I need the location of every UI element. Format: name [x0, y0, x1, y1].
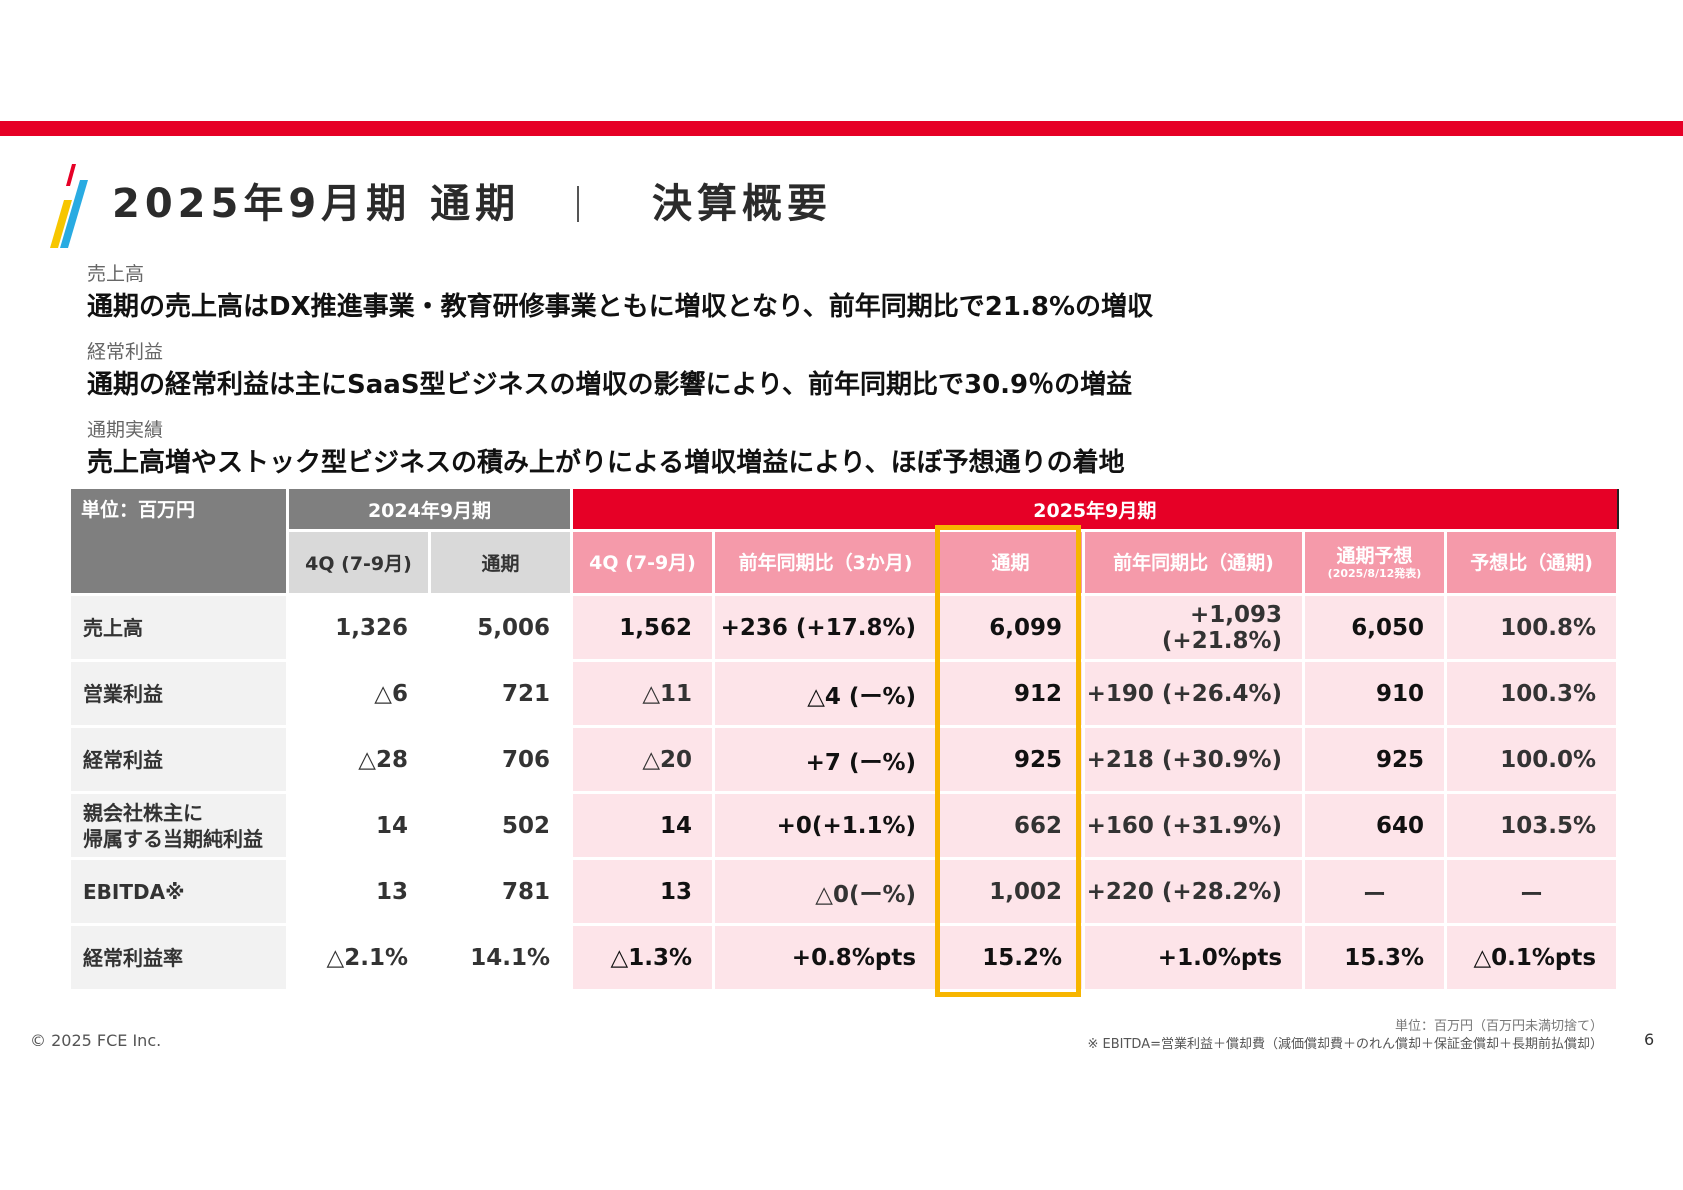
table-cell: 662 — [936, 791, 1086, 860]
table-cell: +160 (+31.9%) — [1082, 791, 1306, 860]
row-label: 売上高 — [68, 593, 289, 662]
forecast-date: (2025/8/12発表) — [1327, 566, 1422, 580]
table-cell: 6,050 — [1302, 593, 1448, 662]
col-header-2024-4q: 4Q (7-9月) — [286, 529, 431, 596]
table-cell: +0.8%pts — [712, 923, 940, 992]
table-cell: ー — [1302, 857, 1448, 926]
col-header-yoy-3m: 前年同期比（3か月) — [712, 529, 940, 596]
table-cell: 14.1% — [427, 923, 574, 992]
summary-text: 通期の経常利益は主にSaaS型ビジネスの増収の影響により、前年同期比で30.9％… — [87, 370, 1133, 400]
table-cell: 13 — [570, 857, 716, 926]
copyright: © 2025 FCE Inc. — [30, 1031, 162, 1050]
table-cell: △20 — [570, 725, 716, 794]
table-cell: 781 — [427, 857, 574, 926]
table-row: 経常利益率 △2.1% 14.1% △1.3% +0.8%pts 15.2% +… — [68, 923, 1620, 992]
top-accent-bar — [0, 121, 1683, 136]
table-cell: +220 (+28.2%) — [1082, 857, 1306, 926]
row-label: 親会社株主に 帰属する当期純利益 — [68, 791, 289, 860]
forecast-label: 通期予想 — [1336, 544, 1413, 567]
table-cell: 502 — [427, 791, 574, 860]
table-cell: 706 — [427, 725, 574, 794]
table-cell: 5,006 — [427, 593, 574, 662]
table-row: 経常利益 △28 706 △20 +7 (ー%) 925 +218 (+30.9… — [68, 725, 1620, 794]
table-cell: △6 — [286, 659, 431, 728]
table-cell: △2.1% — [286, 923, 431, 992]
table-cell: 14 — [570, 791, 716, 860]
table-cell: 13 — [286, 857, 431, 926]
page-title: 2025年9月期 通期 — [112, 181, 521, 227]
table-cell: +236 (+17.8%) — [712, 593, 940, 662]
table-row: 親会社株主に 帰属する当期純利益 14 502 14 +0(+1.1%) 662 … — [68, 791, 1620, 860]
col-header-2025-full-year: 通期 — [936, 529, 1086, 596]
col-header-yoy-full-year: 前年同期比（通期) — [1082, 529, 1306, 596]
summary-sales: 売上高 通期の売上高はDX推進事業・教育研修事業ともに増収となり、前年同期比で2… — [87, 262, 1153, 324]
row-label: 経常利益 — [68, 725, 289, 794]
table-cell: +1,093 (+21.8%) — [1082, 593, 1306, 662]
table-row: 売上高 1,326 5,006 1,562 +236 (+17.8%) 6,09… — [68, 593, 1620, 662]
summary-label: 売上高 — [87, 263, 145, 285]
table-cell: △4 (ー%) — [712, 659, 940, 728]
row-label: 経常利益率 — [68, 923, 289, 992]
company-logo-icon — [50, 164, 88, 248]
table-cell: ー — [1444, 857, 1620, 926]
table-row: 営業利益 △6 721 △11 △4 (ー%) 912 +190 (+26.4%… — [68, 659, 1620, 728]
table-cell: △11 — [570, 659, 716, 728]
summary-ordinary-profit: 経常利益 通期の経常利益は主にSaaS型ビジネスの増収の影響により、前年同期比で… — [87, 340, 1132, 402]
table-cell: 15.2% — [936, 923, 1086, 992]
table-cell: 100.8% — [1444, 593, 1620, 662]
col-header-forecast: 通期予想 (2025/8/12発表) — [1302, 529, 1448, 596]
unit-label: 単位：百万円 — [68, 486, 289, 596]
table-cell: 910 — [1302, 659, 1448, 728]
financial-summary-table: 単位：百万円 2024年9月期 2025年9月期 4Q (7-9月) 通期 4Q… — [68, 486, 1620, 992]
row-label: 営業利益 — [68, 659, 289, 728]
table-cell: +0(+1.1%) — [712, 791, 940, 860]
col-header-vs-forecast: 予想比（通期) — [1444, 529, 1620, 596]
col-header-2025-4q: 4Q (7-9月) — [570, 529, 716, 596]
summary-label: 通期実績 — [87, 419, 164, 441]
table-cell: 100.0% — [1444, 725, 1620, 794]
summary-full-year: 通期実績 売上高増やストック型ビジネスの積み上がりによる増収増益により、ほぼ予想… — [87, 418, 1125, 480]
table-cell: 1,326 — [286, 593, 431, 662]
header-fy2025: 2025年9月期 — [570, 486, 1619, 532]
table-cell: +190 (+26.4%) — [1082, 659, 1306, 728]
table-cell: +1.0%pts — [1082, 923, 1306, 992]
full-year-highlight-box — [935, 525, 1081, 997]
table-cell: +7 (ー%) — [712, 725, 940, 794]
table-row: EBITDA※ 13 781 13 △0(ー%) 1,002 +220 (+28… — [68, 857, 1620, 926]
table-cell: 103.5% — [1444, 791, 1620, 860]
col-header-2024-full-year: 通期 — [427, 529, 574, 596]
unit-note: 単位：百万円（百万円未満切捨て） — [1394, 1019, 1603, 1034]
table-cell: +218 (+30.9%) — [1082, 725, 1306, 794]
table-cell: △28 — [286, 725, 431, 794]
table-cell: 912 — [936, 659, 1086, 728]
ebitda-note: ※ EBITDA=営業利益＋償却費（減価償却費＋のれん償却＋保証金償却＋長期前払… — [1087, 1037, 1603, 1052]
table-cell: 640 — [1302, 791, 1448, 860]
table-cell: 925 — [936, 725, 1086, 794]
summary-text: 売上高増やストック型ビジネスの積み上がりによる増収増益により、ほぼ予想通りの着地 — [87, 448, 1125, 478]
summary-text: 通期の売上高はDX推進事業・教育研修事業ともに増収となり、前年同期比で21.8%… — [87, 292, 1154, 322]
table-cell: 721 — [427, 659, 574, 728]
page-number: 6 — [1644, 1030, 1655, 1049]
table-cell: 15.3% — [1302, 923, 1448, 992]
page-subtitle: 決算概要 — [652, 181, 832, 227]
table-cell: △0.1%pts — [1444, 923, 1620, 992]
header-fy2024: 2024年9月期 — [285, 486, 574, 532]
table-cell: △1.3% — [570, 923, 716, 992]
table-cell: 925 — [1302, 725, 1448, 794]
table-cell: 1,002 — [936, 857, 1086, 926]
table-cell: 1,562 — [570, 593, 716, 662]
table-cell: 6,099 — [936, 593, 1086, 662]
title-separator — [577, 186, 579, 222]
row-label: EBITDA※ — [68, 857, 289, 926]
table-cell: 14 — [286, 791, 431, 860]
table-cell: △0(ー%) — [712, 857, 940, 926]
summary-label: 経常利益 — [87, 341, 164, 363]
table-cell: 100.3% — [1444, 659, 1620, 728]
